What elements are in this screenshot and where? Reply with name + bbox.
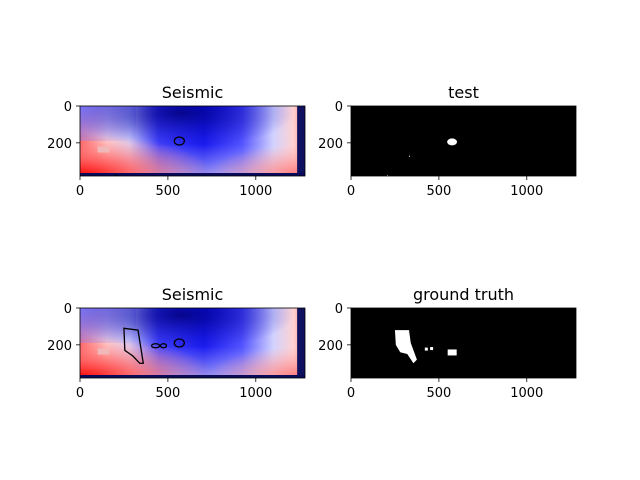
- x-tick-label: 500: [155, 184, 180, 199]
- x-tick-label: 500: [426, 184, 451, 199]
- x-tick-label: 1000: [510, 184, 543, 199]
- seismic-edge-strip: [297, 308, 305, 378]
- contour-line: [123, 327, 145, 364]
- heatmap-image: [351, 308, 576, 378]
- contour-line: [173, 338, 185, 348]
- seismic-bottom-strip: [80, 375, 305, 378]
- seismic-edge-strip: [297, 106, 305, 176]
- mask-background: [351, 106, 576, 176]
- y-tick-label: 200: [318, 137, 343, 152]
- mask-region: [447, 349, 457, 356]
- subplot-title: Seismic: [162, 83, 224, 102]
- mask-background: [351, 308, 576, 378]
- x-tick-label: 500: [155, 386, 180, 401]
- axes-frame: [79, 105, 306, 177]
- subplot-title: test: [448, 83, 479, 102]
- mask-region: [409, 155, 411, 157]
- y-tick-label: 200: [47, 137, 72, 152]
- x-tick-label: 500: [426, 386, 451, 401]
- heatmap-image: [351, 106, 576, 176]
- axes-frame: [350, 105, 577, 177]
- seismic-bottom-strip: [80, 173, 305, 176]
- x-tick-label: 1000: [239, 184, 272, 199]
- x-tick-label: 1000: [239, 386, 272, 401]
- y-tick-label: 0: [335, 302, 343, 317]
- y-tick-label: 0: [335, 100, 343, 115]
- x-tick-label: 1000: [510, 386, 543, 401]
- subplot-2: test 0 500 1000 0 200: [318, 83, 577, 199]
- mask-region: [447, 138, 458, 146]
- heatmap-image: [80, 308, 305, 378]
- seismic-pink-patch: [97, 146, 110, 153]
- subplot-1: Seismic 0 500 1000 0 200: [47, 83, 306, 199]
- x-tick-label: 0: [347, 184, 355, 199]
- subplot-title: ground truth: [413, 285, 514, 304]
- contour-line: [173, 136, 185, 146]
- heatmap-image: [80, 106, 305, 176]
- axes-frame: [350, 307, 577, 379]
- subplot-title: Seismic: [162, 285, 224, 304]
- y-tick-label: 200: [318, 339, 343, 354]
- y-tick-label: 0: [64, 302, 72, 317]
- seismic-red-right: [80, 106, 305, 176]
- y-tick-label: 0: [64, 100, 72, 115]
- subplot-3: Seismic 0 500 1000 0 200: [47, 285, 306, 401]
- mask-region: [424, 347, 428, 351]
- x-tick-label: 0: [76, 386, 84, 401]
- subplot-4: ground truth 0 500 1000 0 200: [318, 285, 577, 401]
- x-tick-label: 0: [76, 184, 84, 199]
- axes-frame: [79, 307, 306, 379]
- contour-dot: [115, 175, 118, 176]
- mask-region: [394, 330, 417, 364]
- y-tick-label: 200: [47, 339, 72, 354]
- seismic-red-right: [80, 308, 305, 378]
- contour-line: [150, 343, 161, 349]
- mask-region: [430, 347, 434, 351]
- mask-region: [387, 175, 389, 176]
- x-tick-label: 0: [347, 386, 355, 401]
- seismic-pink-patch: [97, 348, 110, 355]
- contour-line: [159, 343, 168, 349]
